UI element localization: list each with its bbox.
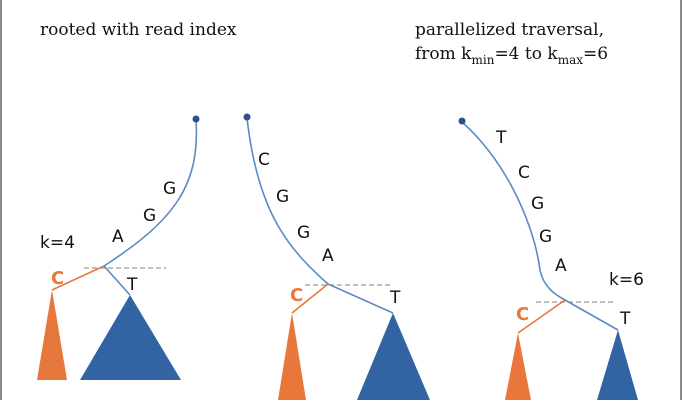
tree-3-letter-2: C (518, 163, 530, 183)
tree-2-path (246, 117, 329, 285)
tree-1-branch-c-label: C (51, 268, 64, 289)
tree-1-letter-3: G (163, 179, 176, 199)
title-left: rooted with read index (40, 20, 237, 40)
tree-2-letter-3: G (297, 223, 310, 243)
title-right-sub-max: max (558, 53, 584, 67)
tree-3-path (461, 121, 566, 301)
tree-3-letter-5: A (555, 256, 567, 276)
tree-1-branch-blue (103, 265, 131, 296)
tree-1-subtree-orange (37, 290, 67, 380)
tree-1: G G A C T k=4 (37, 115, 200, 380)
tree-2-letter-4: A (322, 246, 334, 266)
tree-3: T C G G A C T k=6 (458, 117, 644, 400)
tree-3-root-node (458, 117, 466, 125)
tree-3-letter-1: T (495, 128, 507, 148)
tree-2-branch-blue (327, 283, 394, 314)
tree-1-letter-1: A (112, 227, 124, 247)
title-right-prefix: from k (415, 44, 472, 64)
title-right-line2: from kmin=4 to kmax=6 (415, 44, 608, 67)
tree-2-branch-orange (291, 283, 329, 314)
tree-3-letter-3: G (531, 194, 544, 214)
tree-2-branch-t-label: T (389, 288, 401, 308)
tree-1-branch-orange (51, 265, 105, 291)
tree-2-letter-2: G (276, 187, 289, 207)
tree-2-subtree-blue (357, 313, 430, 400)
k-label-left: k=4 (40, 233, 75, 253)
tree-3-branch-orange (517, 299, 566, 334)
title-right-suffix: =6 (583, 44, 608, 64)
title-right-line1: parallelized traversal, (415, 20, 604, 40)
tree-3-branch-c-label: C (516, 304, 529, 325)
tree-1-branch-t-label: T (126, 275, 138, 295)
tree-3-branch-t-label: T (619, 309, 631, 329)
tree-1-subtree-blue (80, 295, 181, 380)
k-label-right: k=6 (609, 270, 644, 290)
tree-2-branch-c-label: C (290, 285, 303, 306)
tree-3-subtree-orange (505, 333, 531, 400)
tree-2-letter-1: C (258, 150, 270, 170)
tree-1-root-node (192, 115, 200, 123)
tree-1-letter-2: G (143, 206, 156, 226)
title-right-mid: =4 to k (494, 44, 558, 64)
title-right-sub-min: min (471, 53, 494, 67)
tree-2-root-node (243, 113, 251, 121)
tree-3-subtree-blue (597, 330, 638, 400)
tree-2-subtree-orange (278, 313, 306, 400)
tree-3-letter-4: G (539, 227, 552, 247)
tree-1-path (103, 119, 198, 267)
tree-3-branch-blue (564, 299, 619, 331)
tree-2: C G G A C T (243, 113, 430, 400)
